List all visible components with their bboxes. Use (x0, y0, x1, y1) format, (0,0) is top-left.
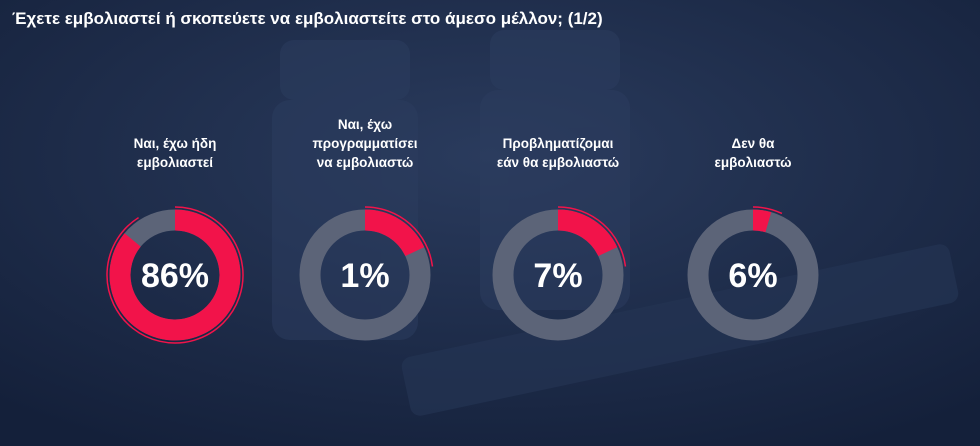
category-label: Ναι, έχω προγραμματίσει να εμβολιαστώ (275, 115, 455, 172)
category-label: Προβληματίζομαι εάν θα εμβολιαστώ (468, 134, 648, 172)
category-label: Δεν θα εμβολιαστώ (663, 134, 843, 172)
donut-outer-ring (557, 206, 627, 267)
donut-outer-ring (364, 206, 434, 267)
page-title: Έχετε εμβολιαστεί ή σκοπεύετε να εμβολια… (12, 9, 603, 28)
category-label-line: εάν θα εμβολιαστώ (496, 155, 620, 170)
donut-segment (557, 209, 618, 257)
category-label-line: να εμβολιαστώ (316, 155, 414, 170)
value-label: 1% (340, 257, 389, 295)
category-label-line: Δεν θα (731, 136, 775, 151)
donut-4: 6% (687, 206, 819, 341)
value-label: 86% (141, 257, 209, 295)
value-label: 7% (533, 257, 582, 295)
donut-2: 1% (299, 206, 434, 341)
category-label-line: προγραμματίσει (312, 136, 418, 151)
category-label: Ναι, έχω ήδη εμβολιαστεί (85, 134, 265, 172)
donut-outer-ring (752, 206, 783, 215)
category-label-line: Προβληματίζομαι (502, 136, 614, 151)
donut-1: 86% (106, 206, 244, 344)
category-label-line: εμβολιαστώ (714, 155, 792, 170)
donut-segment (364, 209, 425, 257)
category-label-line: εμβολιαστεί (136, 155, 214, 170)
donut-segment (752, 209, 772, 233)
value-label: 6% (728, 257, 777, 295)
donut-3: 7% (492, 206, 627, 341)
donut-outer-ring (106, 206, 244, 344)
category-label-line: Ναι, έχω ήδη (133, 136, 217, 151)
category-label-line: Ναι, έχω (337, 117, 393, 132)
donut-segment (109, 209, 241, 341)
